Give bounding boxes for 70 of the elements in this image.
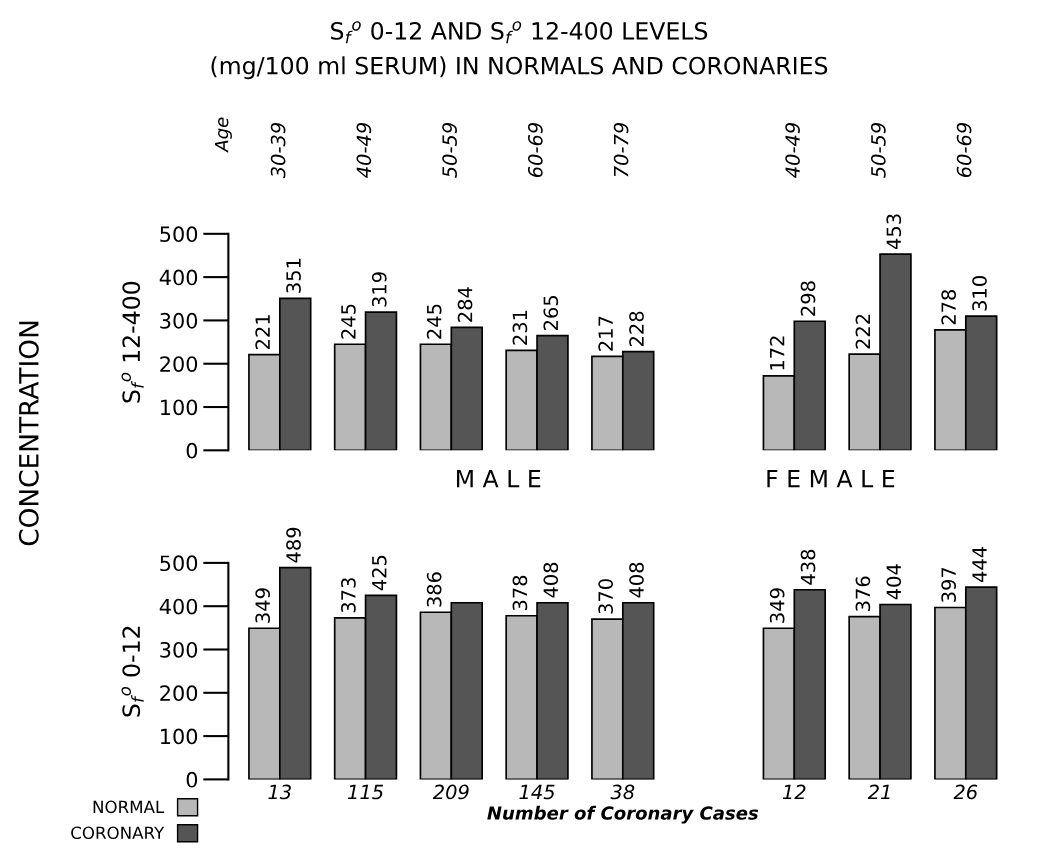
- data-label: 222: [855, 314, 870, 349]
- data-label: 284: [457, 287, 473, 322]
- data-label: 438: [800, 549, 816, 585]
- data-label: 172: [769, 336, 785, 370]
- data-label: 408: [629, 562, 644, 598]
- data-label: 376: [855, 576, 871, 611]
- y-tick-label: 0: [186, 771, 198, 788]
- legend-label: NORMAL: [93, 800, 165, 814]
- x-tick-label: 209: [432, 784, 469, 800]
- x-tick-label: 115: [347, 784, 384, 800]
- x-tick-label: 12: [782, 784, 806, 800]
- x-tick-label: 30-39: [270, 122, 286, 179]
- x-tick-label: 50-59: [870, 122, 886, 178]
- data-label: 386: [426, 572, 442, 607]
- x-tick-label: 21: [867, 784, 890, 800]
- y-axis-title: S$_{f}$$^{o}$ 0-12: [121, 626, 144, 717]
- x-tick-label: 60-69: [527, 122, 543, 178]
- data-label: 245: [426, 304, 442, 339]
- y-tick-label: 300: [160, 641, 198, 658]
- data-label: 217: [598, 316, 613, 351]
- data-label: 453: [886, 214, 902, 250]
- data-label: 265: [543, 295, 559, 330]
- data-label: 349: [769, 588, 785, 623]
- chart-title: S$_{f}$$^{o}$ 0-12 AND S$_{f}$$^{o}$ 12-400 LEVELS: [331, 21, 708, 44]
- data-label: 231: [512, 310, 528, 345]
- text: M A L E: [457, 469, 541, 488]
- data-label: 245: [341, 304, 356, 339]
- data-label: 425: [371, 555, 387, 591]
- data-label: 378: [512, 575, 528, 611]
- legend-label: CORONARY: [71, 826, 165, 840]
- data-label: 489: [286, 527, 301, 563]
- text: Age: [214, 117, 232, 153]
- y-tick-label: 100: [161, 399, 198, 416]
- y-tick-label: 100: [161, 728, 198, 745]
- text: F E M A L E: [767, 469, 895, 488]
- x-tick-label: 40-49: [356, 122, 372, 178]
- data-label: 278: [941, 290, 956, 325]
- x-tick-label: 40-49: [785, 122, 800, 178]
- y-tick-label: 300: [160, 312, 198, 329]
- data-label: 444: [972, 546, 987, 583]
- y-tick-label: 500: [160, 226, 198, 243]
- y-tick-label: 0: [186, 442, 198, 459]
- x-tick-label: 60-69: [956, 122, 972, 178]
- y-tick-label: 400: [159, 269, 198, 286]
- data-label: 319: [371, 272, 387, 307]
- data-label: 351: [286, 258, 301, 293]
- y-tick-label: 200: [160, 356, 198, 372]
- x-tick-label: 145: [519, 784, 555, 800]
- data-label: 408: [543, 562, 559, 598]
- data-label: 373: [341, 578, 356, 613]
- data-label: 228: [629, 311, 644, 346]
- y-axis-title: S$_{f}$$^{o}$ 12-400: [121, 281, 144, 403]
- y-tick-label: 500: [160, 555, 198, 572]
- x-tick-label: 70-79: [613, 122, 629, 177]
- x-tick-label: 26: [953, 784, 978, 800]
- data-label: 310: [972, 276, 987, 311]
- y-tick-label: 400: [159, 598, 198, 615]
- y-tick-label: 200: [160, 685, 198, 702]
- x-tick-label: 50-59: [442, 122, 457, 178]
- data-label: 221: [255, 315, 270, 350]
- x-tick-label: 13: [268, 784, 291, 800]
- x-tick-label: 38: [610, 784, 635, 800]
- data-label: 370: [598, 579, 614, 614]
- data-label: 298: [800, 281, 816, 316]
- data-label: 404: [886, 564, 902, 600]
- data-label: 349: [255, 588, 271, 623]
- x-axis-title: Number of Coronary Cases: [487, 805, 759, 824]
- data-label: 397: [941, 567, 956, 602]
- text: CONCENTRATION: [18, 321, 39, 546]
- chart-subtitle: (mg/100 ml SERUM) IN NORMALS AND CORONARIES: [211, 56, 828, 80]
